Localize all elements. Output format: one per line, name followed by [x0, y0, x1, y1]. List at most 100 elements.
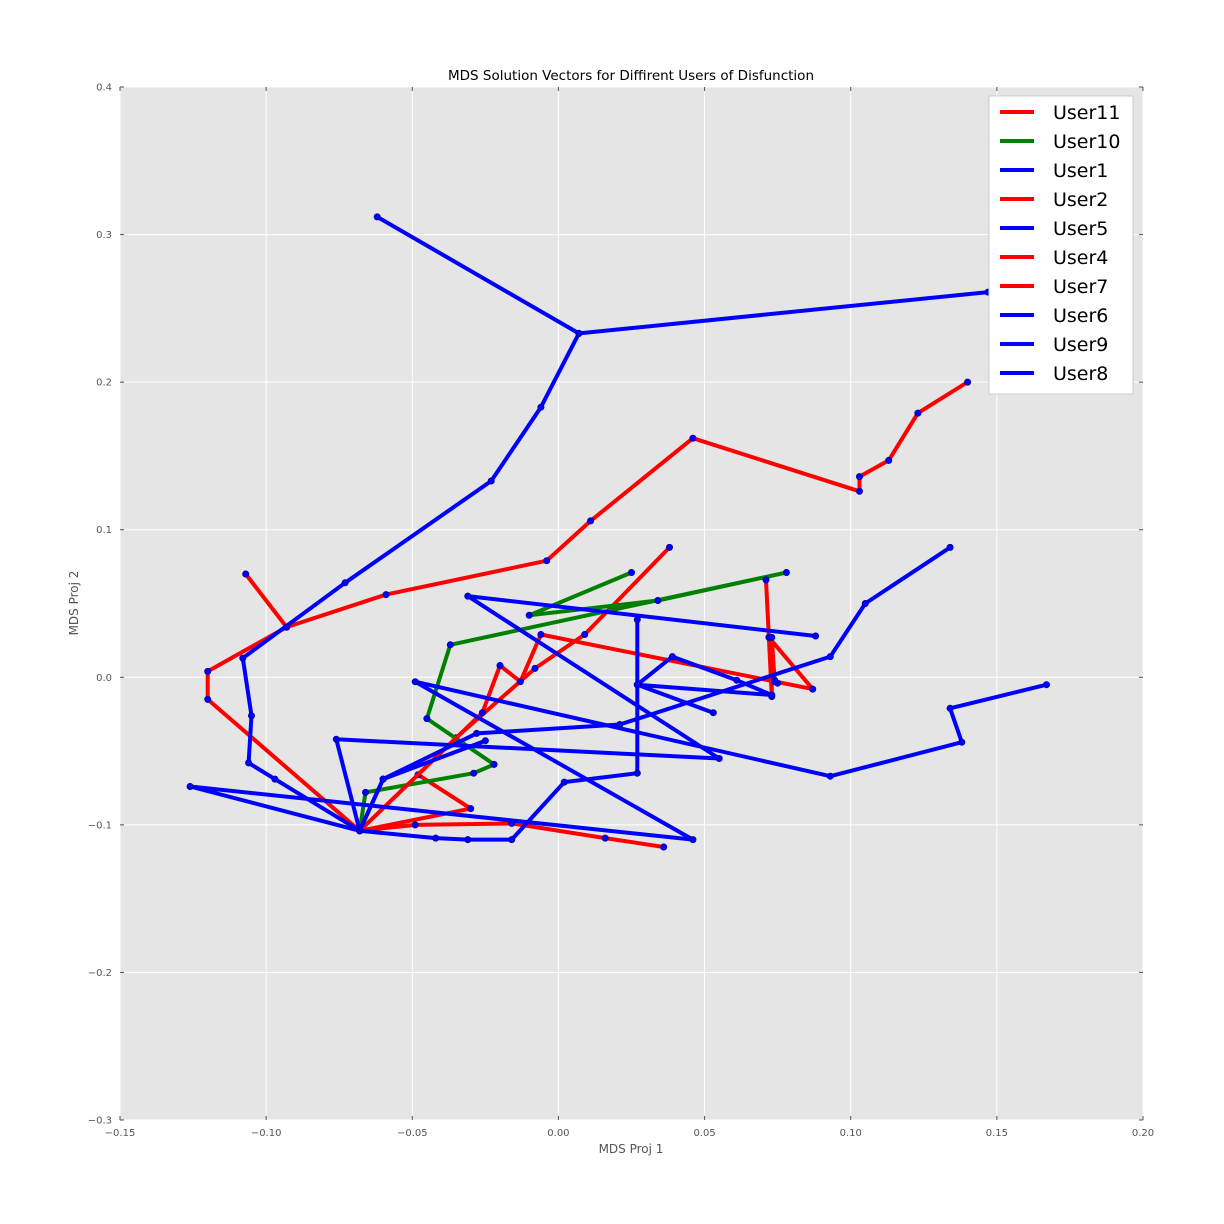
data-point [245, 759, 253, 767]
data-point [861, 599, 869, 607]
series-user8 [356, 616, 776, 844]
data-point [361, 788, 369, 796]
data-point [812, 632, 820, 640]
data-point [654, 596, 662, 604]
data-point [490, 760, 498, 768]
data-point [508, 836, 516, 844]
data-point [242, 570, 250, 578]
data-point [204, 695, 212, 703]
series-user4 [242, 570, 291, 631]
x-tick-label: −0.05 [397, 1128, 428, 1139]
y-tick-label: 0.3 [96, 230, 112, 241]
y-tick-label: −0.3 [88, 1116, 112, 1127]
data-point [689, 836, 697, 844]
x-tick-label: 0.20 [1132, 1128, 1154, 1139]
data-point [478, 709, 486, 717]
y-tick-label: 0.2 [96, 378, 112, 389]
data-point [467, 805, 475, 813]
data-point [531, 664, 539, 672]
legend-label: User9 [1053, 334, 1108, 356]
legend: User11 User10 User1 User2 User5 User4 User7 Use… [988, 95, 1134, 395]
data-point [826, 772, 834, 780]
data-point [782, 568, 790, 576]
data-point [855, 473, 863, 481]
data-point [446, 641, 454, 649]
data-point [587, 517, 595, 525]
legend-label: User7 [1053, 276, 1108, 298]
data-point [768, 691, 776, 699]
data-point [283, 623, 291, 631]
legend-label: User2 [1053, 189, 1108, 211]
data-point [771, 678, 779, 686]
y-tick-label: 0.1 [96, 525, 112, 536]
data-point [382, 591, 390, 599]
series-line [357, 570, 789, 833]
data-point [239, 654, 247, 662]
series-line [243, 572, 289, 630]
data-point [768, 633, 776, 641]
axis-ticks: −0.15 −0.10 −0.05 0.00 0.05 0.10 0.15 0.20 −0.3 −… [88, 83, 1154, 1140]
data-point [432, 834, 440, 842]
legend-label: User11 [1053, 102, 1120, 124]
series-layer [186, 213, 1051, 851]
data-point [464, 836, 472, 844]
data-point [601, 834, 609, 842]
data-point [660, 843, 668, 851]
x-tick-label: 0.10 [840, 1128, 862, 1139]
data-point [709, 709, 717, 717]
data-point [271, 775, 279, 783]
data-point [537, 403, 545, 411]
y-tick-label: −0.2 [88, 968, 112, 979]
data-point [668, 653, 676, 661]
data-point [379, 775, 387, 783]
data-point [627, 568, 635, 576]
data-point [665, 543, 673, 551]
data-point [525, 611, 533, 619]
data-point [470, 769, 478, 777]
x-tick-label: 0.00 [547, 1128, 569, 1139]
data-point [496, 661, 504, 669]
data-point [946, 704, 954, 712]
data-point [423, 715, 431, 723]
data-point [946, 543, 954, 551]
data-point [733, 676, 741, 684]
legend-label: User1 [1053, 160, 1108, 182]
data-point [762, 576, 770, 584]
legend-label: User6 [1053, 305, 1108, 327]
legend-label: User4 [1053, 247, 1108, 269]
data-point [633, 616, 641, 624]
data-point [633, 769, 641, 777]
y-tick-label: 0.4 [96, 83, 112, 94]
data-point [914, 409, 922, 417]
data-point [411, 821, 419, 829]
data-point [537, 630, 545, 638]
data-point [473, 729, 481, 737]
y-axis-label: MDS Proj 2 [67, 571, 81, 636]
chart-title: MDS Solution Vectors for Diffirent Users… [448, 68, 814, 84]
data-point [341, 579, 349, 587]
grid [119, 86, 1144, 1121]
data-point [826, 653, 834, 661]
legend-label: User5 [1053, 218, 1108, 240]
data-point [885, 456, 893, 464]
series-user2 [204, 378, 972, 835]
x-tick-label: −0.15 [105, 1128, 136, 1139]
data-point [581, 630, 589, 638]
x-tick-label: −0.10 [251, 1128, 282, 1139]
y-tick-label: −0.1 [88, 820, 112, 831]
y-tick-label: 0.0 [96, 673, 112, 684]
data-point [689, 434, 697, 442]
x-tick-label: 0.05 [693, 1128, 715, 1139]
data-point [411, 678, 419, 686]
data-point [958, 738, 966, 746]
data-point [487, 477, 495, 485]
data-point [964, 378, 972, 386]
x-axis-label: MDS Proj 1 [599, 1142, 664, 1156]
data-point [204, 667, 212, 675]
data-point [560, 778, 568, 786]
x-tick-label: 0.15 [986, 1128, 1008, 1139]
data-point [715, 754, 723, 762]
data-point [809, 685, 817, 693]
data-point [1043, 681, 1051, 689]
